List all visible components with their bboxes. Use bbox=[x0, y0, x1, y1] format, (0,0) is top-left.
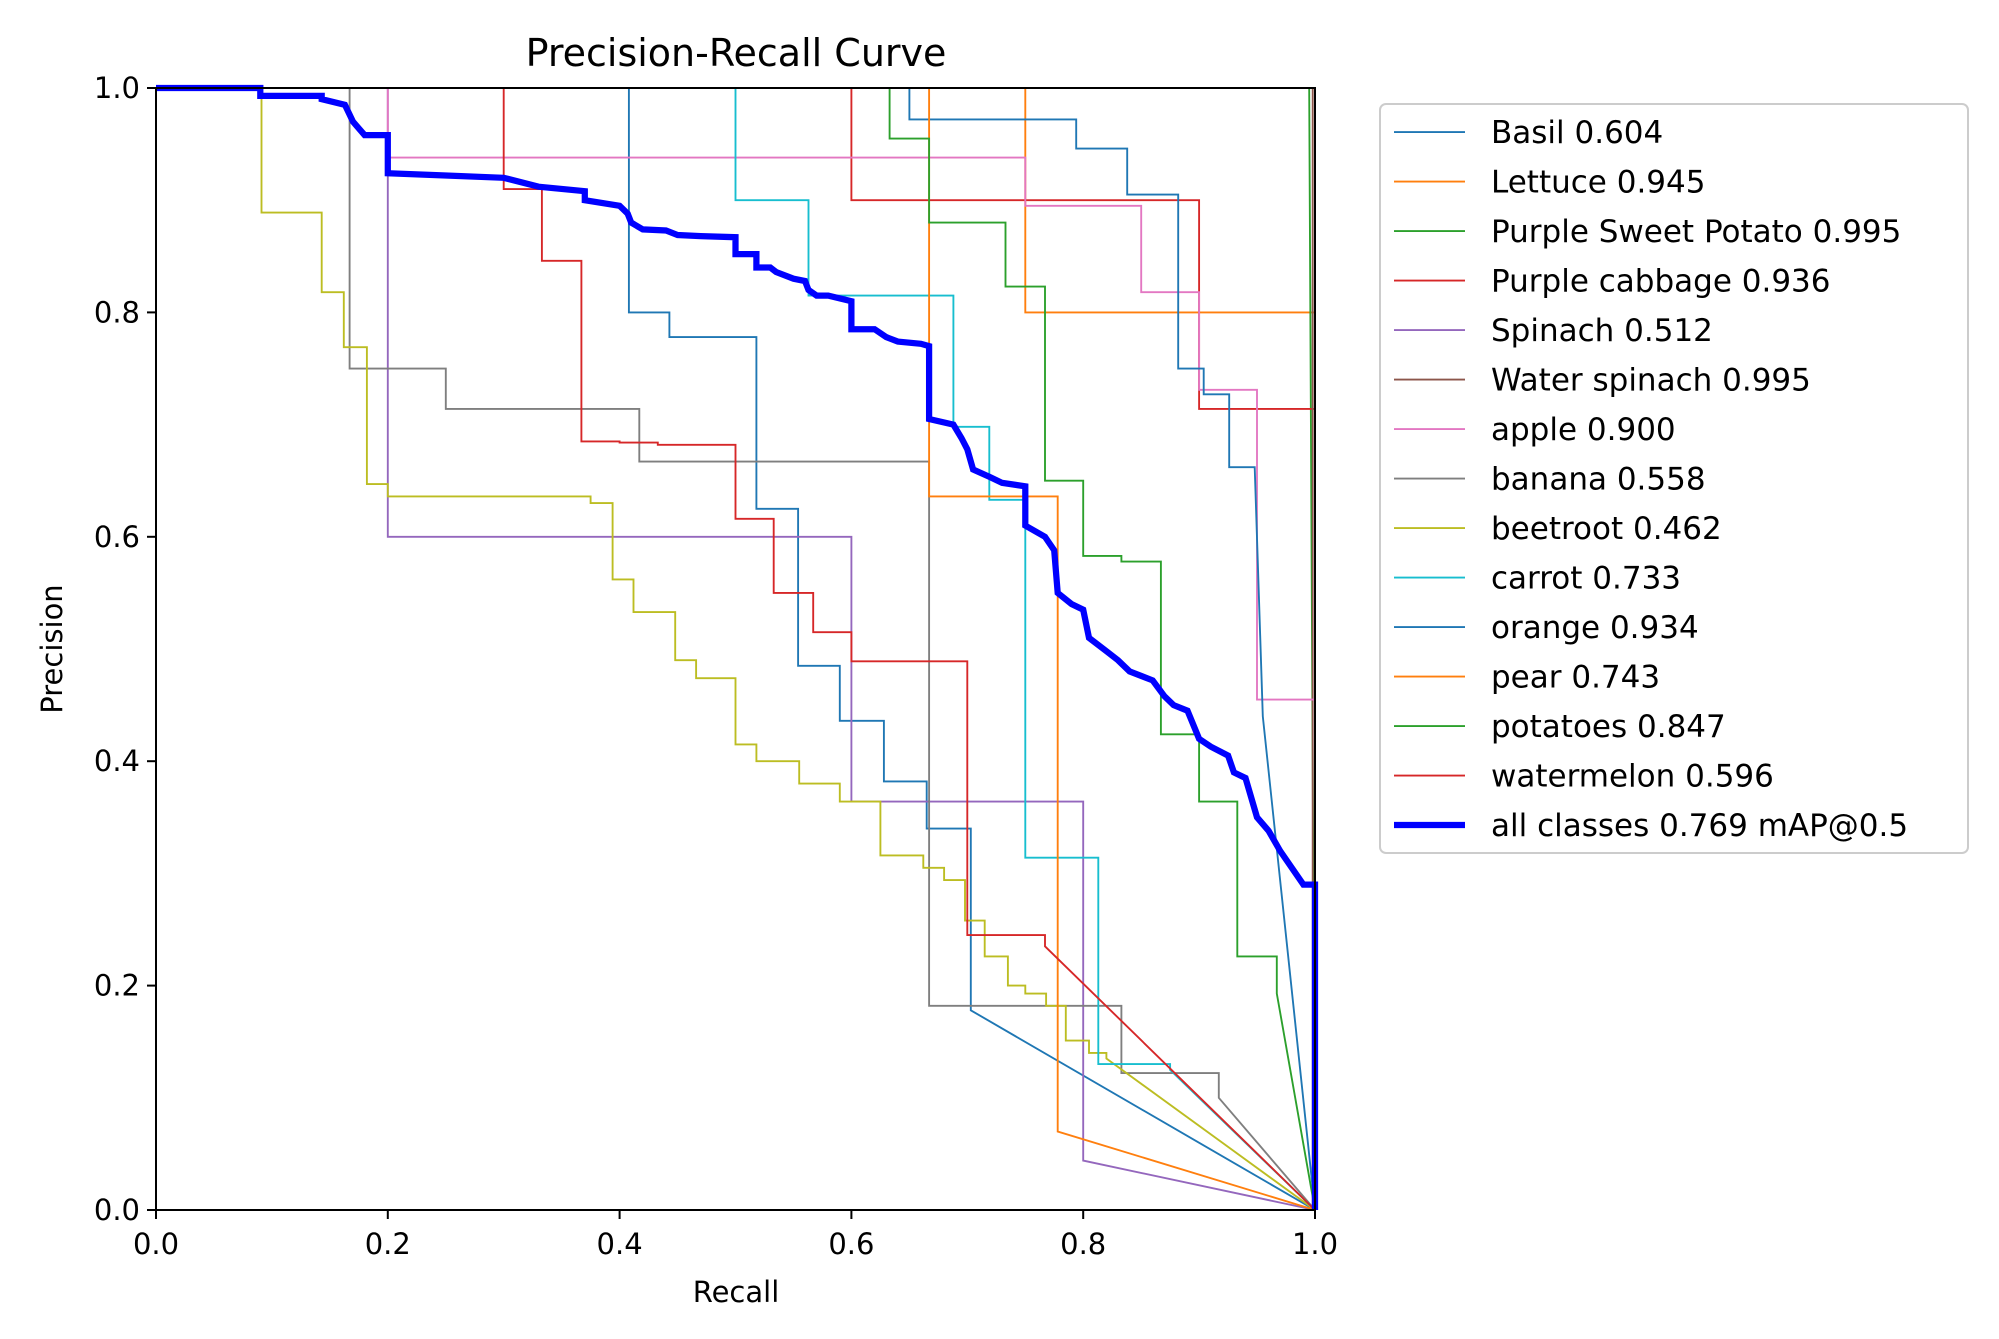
legend-label-11: pear 0.743 bbox=[1491, 660, 1660, 696]
legend-label-13: watermelon 0.596 bbox=[1491, 759, 1774, 795]
x-axis-label: Recall bbox=[693, 1275, 780, 1309]
chart-title: Precision-Recall Curve bbox=[526, 31, 947, 75]
legend: Basil 0.604 Lettuce 0.945 Purple Sweet Pot… bbox=[1379, 103, 1969, 854]
legend-label-7: banana 0.558 bbox=[1491, 462, 1706, 498]
legend-label-6: apple 0.900 bbox=[1491, 412, 1676, 448]
legend-frame bbox=[1379, 103, 1969, 854]
series-line-8 bbox=[156, 87, 1316, 1211]
y-tick-label: 0.4 bbox=[94, 744, 140, 778]
x-axis-ticks: 0.0 0.2 0.4 0.6 0.8 1.0 bbox=[133, 1210, 1338, 1261]
y-tick-label: 0.6 bbox=[94, 520, 140, 554]
x-tick-label: 1.0 bbox=[1292, 1227, 1338, 1261]
legend-label-2: Purple Sweet Potato 0.995 bbox=[1491, 214, 1901, 250]
series-line-7 bbox=[156, 87, 1316, 1211]
legend-label-10: orange 0.934 bbox=[1491, 610, 1699, 646]
y-axis-label: Precision bbox=[35, 584, 69, 713]
series-layer bbox=[156, 84, 1319, 1211]
y-tick-label: 0.8 bbox=[94, 295, 140, 329]
x-tick-label: 0.6 bbox=[828, 1227, 874, 1261]
x-tick-label: 0.8 bbox=[1060, 1227, 1106, 1261]
series-line-13 bbox=[156, 87, 1316, 1211]
y-tick-label: 0.2 bbox=[94, 969, 140, 1003]
legend-label-9: carrot 0.733 bbox=[1491, 561, 1681, 597]
x-tick-label: 0.0 bbox=[133, 1227, 179, 1261]
x-tick-label: 0.4 bbox=[597, 1227, 643, 1261]
legend-label-1: Lettuce 0.945 bbox=[1491, 165, 1705, 201]
legend-label-4: Spinach 0.512 bbox=[1491, 313, 1713, 349]
y-axis-ticks: 0.0 0.2 0.4 0.6 0.8 1.0 bbox=[94, 71, 156, 1227]
y-tick-label: 1.0 bbox=[94, 71, 140, 105]
series-line-9 bbox=[156, 87, 1316, 1211]
y-tick-label: 0.0 bbox=[94, 1193, 140, 1227]
legend-label-12: potatoes 0.847 bbox=[1491, 709, 1726, 745]
legend-label-0: Basil 0.604 bbox=[1491, 115, 1663, 151]
series-line-12 bbox=[156, 87, 1316, 1211]
legend-label-8: beetroot 0.462 bbox=[1491, 511, 1722, 547]
legend-label-5: Water spinach 0.995 bbox=[1491, 363, 1811, 399]
legend-label-3: Purple cabbage 0.936 bbox=[1491, 264, 1831, 300]
legend-label-14: all classes 0.769 mAP@0.5 bbox=[1491, 808, 1908, 844]
x-tick-label: 0.2 bbox=[365, 1227, 411, 1261]
series-line-0 bbox=[156, 87, 1316, 1211]
series-line-14 bbox=[156, 84, 1319, 1210]
series-line-10 bbox=[156, 87, 1316, 1211]
plot-frame bbox=[155, 87, 1316, 1211]
